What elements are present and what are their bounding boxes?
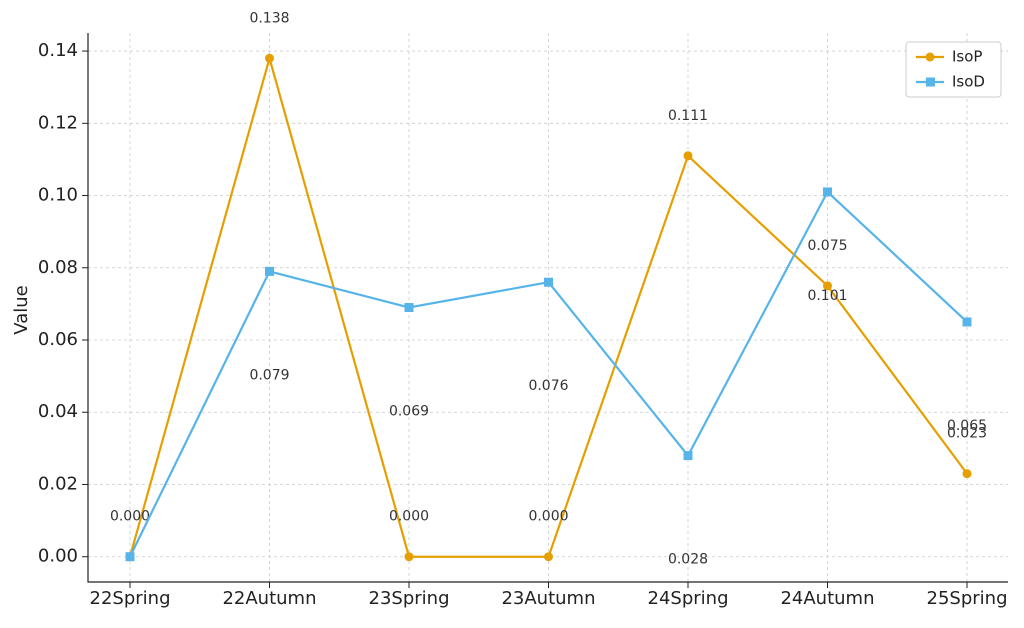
axes (87, 33, 1008, 583)
marker (823, 187, 832, 197)
value-label: 0.138 (249, 10, 289, 26)
value-label: 0.023 (947, 426, 987, 442)
value-label: 0.000 (389, 509, 429, 525)
marker (544, 277, 553, 287)
marker (265, 53, 274, 63)
marker (683, 151, 693, 161)
x-tick-label: 25Spring (927, 588, 1008, 609)
value-label: 0.079 (249, 367, 289, 383)
y-tick-label: 0.12 (38, 112, 78, 133)
series-line (128, 54, 968, 558)
y-tick-label: 0.00 (38, 546, 78, 567)
legend-marker (925, 52, 935, 62)
y-tick-label: 0.14 (38, 40, 78, 61)
legend-label: IsoD (952, 73, 985, 91)
marker (125, 552, 135, 562)
y-tick-label: 0.08 (38, 257, 78, 278)
value-label: 0.076 (528, 378, 568, 394)
value-label: 0.111 (668, 108, 708, 124)
marker (823, 281, 832, 291)
value-label: 0.000 (110, 509, 150, 525)
marker (962, 469, 972, 479)
y-tick-label: 0.04 (38, 401, 78, 422)
x-tick-label: 22Spring (90, 588, 171, 609)
x-tick-label: 23Autumn (501, 588, 595, 609)
marker (962, 317, 972, 327)
legend-marker (926, 77, 935, 87)
y-tick-label: 0.06 (38, 329, 78, 350)
value-label: 0.065 (947, 418, 987, 434)
marker (544, 552, 553, 562)
x-tick-label: 23Spring (369, 588, 450, 609)
y-tick-label: 0.02 (38, 473, 78, 494)
x-tick-label: 22Autumn (222, 588, 316, 609)
marker (683, 451, 693, 461)
y-tick-label: 0.10 (38, 185, 78, 206)
legend-label: IsoP (952, 48, 982, 66)
y-axis-label: Value (11, 285, 32, 334)
marker (404, 303, 414, 312)
value-label: 0.069 (389, 404, 429, 420)
x-tick-label: 24Autumn (780, 588, 874, 609)
value-label: 0.075 (807, 238, 847, 254)
value-label: 0.028 (668, 552, 708, 568)
value-label: 0.101 (807, 288, 847, 304)
x-tick-label: 24Spring (648, 588, 729, 609)
value-label: 0.000 (528, 509, 568, 525)
marker (265, 266, 274, 276)
marker (404, 552, 414, 562)
